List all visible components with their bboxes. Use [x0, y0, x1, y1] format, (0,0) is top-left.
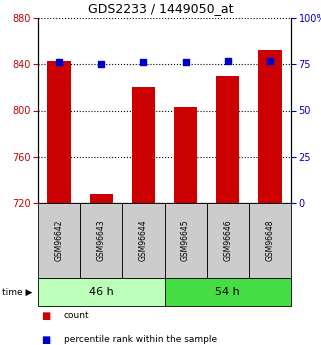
Text: 46 h: 46 h [89, 287, 114, 297]
Point [267, 58, 273, 63]
Bar [174, 107, 197, 203]
Text: GSM96646: GSM96646 [223, 220, 232, 261]
Bar [48, 61, 71, 203]
Point [225, 58, 230, 63]
Bar [132, 87, 155, 203]
Text: GSM96642: GSM96642 [55, 220, 64, 261]
Text: GSM96643: GSM96643 [97, 220, 106, 261]
Text: 54 h: 54 h [215, 287, 240, 297]
Text: count: count [64, 311, 89, 320]
Point [99, 61, 104, 67]
Text: GDS2233 / 1449050_at: GDS2233 / 1449050_at [88, 2, 233, 15]
Text: GSM96648: GSM96648 [265, 220, 274, 261]
Bar [258, 50, 282, 203]
Text: ■: ■ [41, 335, 50, 345]
Point [56, 60, 62, 65]
Text: ■: ■ [41, 311, 50, 321]
Text: GSM96645: GSM96645 [181, 220, 190, 261]
Text: percentile rank within the sample: percentile rank within the sample [64, 335, 217, 344]
Text: time ▶: time ▶ [2, 287, 32, 296]
Point [141, 60, 146, 65]
Text: GSM96644: GSM96644 [139, 220, 148, 261]
Bar [90, 194, 113, 203]
Point [183, 60, 188, 65]
Bar [216, 76, 239, 203]
